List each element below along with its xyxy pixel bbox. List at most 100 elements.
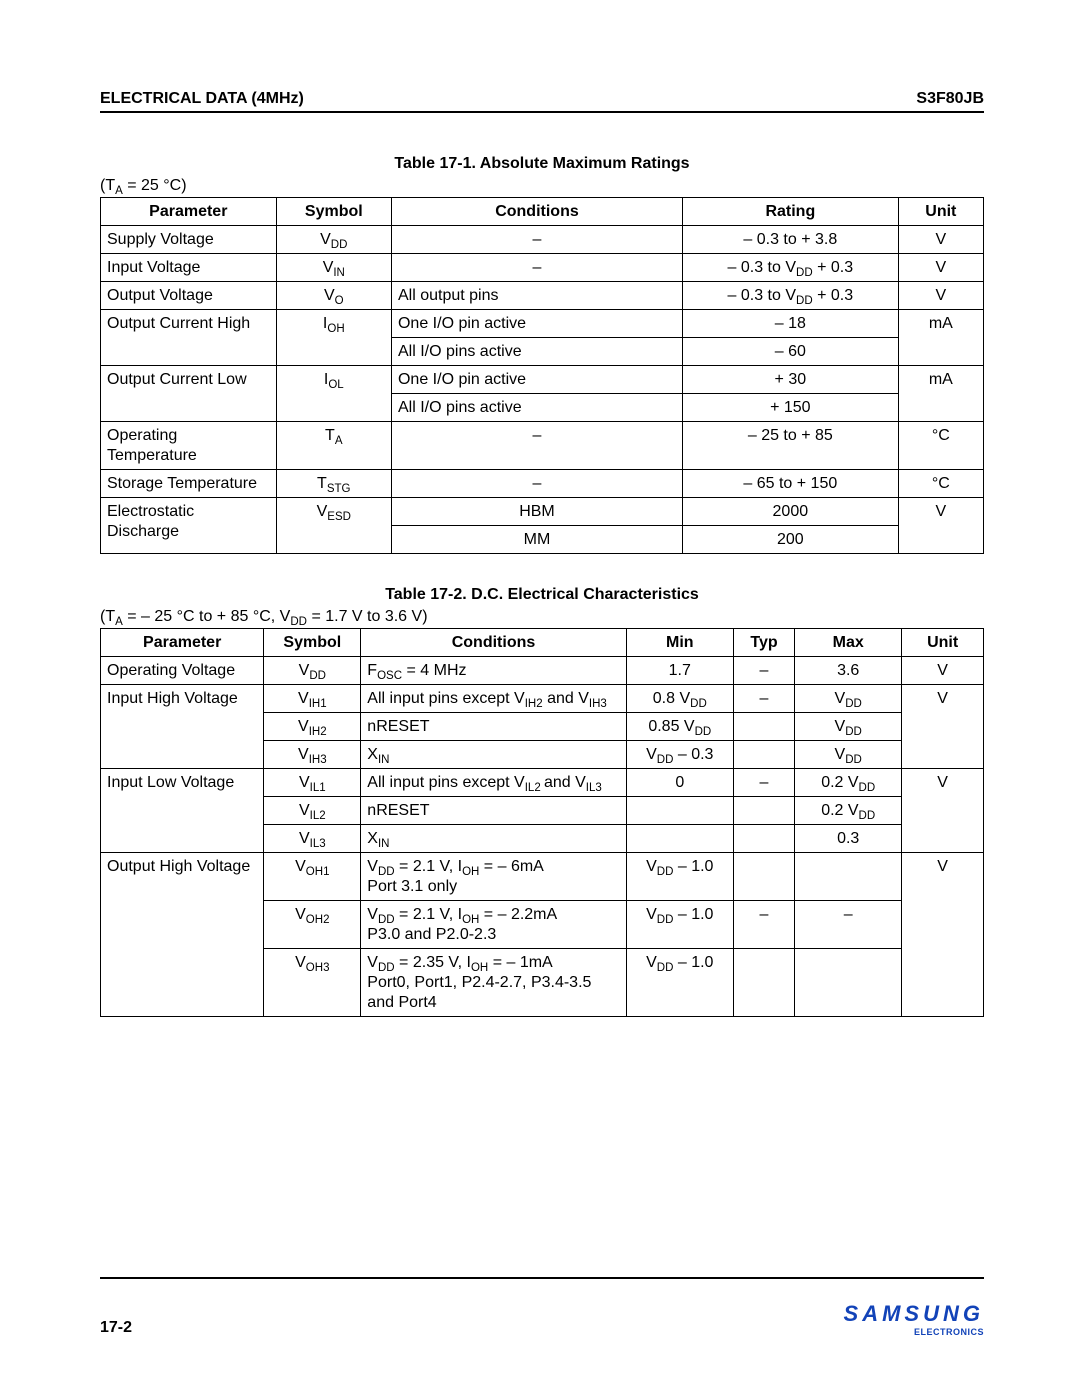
table-cell xyxy=(733,949,794,1017)
table-cell: – 60 xyxy=(682,338,898,366)
table-cell: VIH3 xyxy=(264,741,361,769)
table1-header-row: Parameter Symbol Conditions Rating Unit xyxy=(101,198,984,226)
table-cell: Input Low Voltage xyxy=(101,769,264,853)
table-cell: – xyxy=(795,901,902,949)
table-cell xyxy=(795,949,902,1017)
table-row: Output VoltageVOAll output pins– 0.3 to … xyxy=(101,282,984,310)
table-row: Electrostatic DischargeVESDHBM2000V xyxy=(101,498,984,526)
table-cell: IOH xyxy=(276,310,391,366)
table-cell: 2000 xyxy=(682,498,898,526)
table-cell: VIH1 xyxy=(264,685,361,713)
table-cell: MM xyxy=(391,526,682,554)
table-cell: – xyxy=(391,470,682,498)
table-cell: + 150 xyxy=(682,394,898,422)
table-cell: All output pins xyxy=(391,282,682,310)
table-cell: One I/O pin active xyxy=(391,310,682,338)
table-cell: XIN xyxy=(361,741,626,769)
table-cell: VDD xyxy=(276,226,391,254)
table-row: Operating TemperatureTA–– 25 to + 85°C xyxy=(101,422,984,470)
table-cell: – 0.3 to + 3.8 xyxy=(682,226,898,254)
table-cell: 200 xyxy=(682,526,898,554)
header-left: ELECTRICAL DATA (4MHz) xyxy=(100,90,304,108)
table-cell: FOSC = 4 MHz xyxy=(361,657,626,685)
table-cell: VIH2 xyxy=(264,713,361,741)
table-cell: 0.85 VDD xyxy=(626,713,733,741)
table-row: Output Current HighIOHOne I/O pin active… xyxy=(101,310,984,338)
table-cell: V xyxy=(898,226,983,254)
table-cell: – xyxy=(391,226,682,254)
table-cell: Output High Voltage xyxy=(101,853,264,1017)
table-cell: VDD xyxy=(795,713,902,741)
table-cell xyxy=(795,853,902,901)
table-cell: V xyxy=(898,498,983,554)
table-cell: V xyxy=(902,685,984,769)
table-cell: XIN xyxy=(361,825,626,853)
table-cell xyxy=(626,825,733,853)
table-cell xyxy=(733,797,794,825)
table-cell: °C xyxy=(898,470,983,498)
table-cell: 1.7 xyxy=(626,657,733,685)
table-cell xyxy=(626,797,733,825)
table-cell: Operating Voltage xyxy=(101,657,264,685)
table-row: Input High VoltageVIH1All input pins exc… xyxy=(101,685,984,713)
table-cell: VDD – 0.3 xyxy=(626,741,733,769)
table-cell: All I/O pins active xyxy=(391,338,682,366)
table-cell: TA xyxy=(276,422,391,470)
table-cell: – 0.3 to VDD + 0.3 xyxy=(682,254,898,282)
table-cell: – xyxy=(733,901,794,949)
table-cell xyxy=(733,741,794,769)
table2-note: (TA = – 25 °C to + 85 °C, VDD = 1.7 V to… xyxy=(100,608,984,626)
header-right: S3F80JB xyxy=(916,90,984,108)
table-cell: VDD xyxy=(795,741,902,769)
t2-col-symbol: Symbol xyxy=(264,629,361,657)
samsung-logo-text: SAMSUNG xyxy=(844,1303,984,1325)
table1: Parameter Symbol Conditions Rating Unit … xyxy=(100,197,984,554)
table-cell: 3.6 xyxy=(795,657,902,685)
table-cell: V xyxy=(902,853,984,1017)
table-cell: mA xyxy=(898,366,983,422)
table-cell xyxy=(733,825,794,853)
t2-col-min: Min xyxy=(626,629,733,657)
table-cell: Input High Voltage xyxy=(101,685,264,769)
t2-col-conditions: Conditions xyxy=(361,629,626,657)
table-cell: Output Current High xyxy=(101,310,277,366)
table-cell: Input Voltage xyxy=(101,254,277,282)
page-number: 17-2 xyxy=(100,1319,132,1337)
t2-col-max: Max xyxy=(795,629,902,657)
table-cell: – 0.3 to VDD + 0.3 xyxy=(682,282,898,310)
table-cell: °C xyxy=(898,422,983,470)
t2-col-unit: Unit xyxy=(902,629,984,657)
table-row: Supply VoltageVDD–– 0.3 to + 3.8V xyxy=(101,226,984,254)
table1-title: Table 17-1. Absolute Maximum Ratings xyxy=(100,155,984,173)
table-cell: IOL xyxy=(276,366,391,422)
table-cell: HBM xyxy=(391,498,682,526)
table-cell: V xyxy=(902,769,984,853)
t2-col-typ: Typ xyxy=(733,629,794,657)
table2-title: Table 17-2. D.C. Electrical Characterist… xyxy=(100,586,984,604)
table-cell: – xyxy=(733,769,794,797)
t1-col-parameter: Parameter xyxy=(101,198,277,226)
table-cell: 0.2 VDD xyxy=(795,769,902,797)
table-cell: Output Current Low xyxy=(101,366,277,422)
table-cell: 0.8 VDD xyxy=(626,685,733,713)
table-cell: VDD = 2.35 V, IOH = – 1mAPort0, Port1, P… xyxy=(361,949,626,1017)
table1-note: (TA = 25 °C) xyxy=(100,177,984,195)
table-cell: V xyxy=(902,657,984,685)
table-cell xyxy=(733,853,794,901)
table-cell: 0 xyxy=(626,769,733,797)
table-cell: – xyxy=(733,685,794,713)
table-cell: VDD xyxy=(264,657,361,685)
table-cell: All input pins except VIL2 and VIL3 xyxy=(361,769,626,797)
table-cell: VO xyxy=(276,282,391,310)
table-cell: + 30 xyxy=(682,366,898,394)
t1-col-unit: Unit xyxy=(898,198,983,226)
table-cell: 0.2 VDD xyxy=(795,797,902,825)
table-cell xyxy=(733,713,794,741)
table-cell: VIL3 xyxy=(264,825,361,853)
table-cell: All I/O pins active xyxy=(391,394,682,422)
table-cell: VDD – 1.0 xyxy=(626,901,733,949)
table2-header-row: Parameter Symbol Conditions Min Typ Max … xyxy=(101,629,984,657)
table-cell: VDD = 2.1 V, IOH = – 6mAPort 3.1 only xyxy=(361,853,626,901)
table-cell: One I/O pin active xyxy=(391,366,682,394)
page: ELECTRICAL DATA (4MHz) S3F80JB Table 17-… xyxy=(0,0,1080,1397)
